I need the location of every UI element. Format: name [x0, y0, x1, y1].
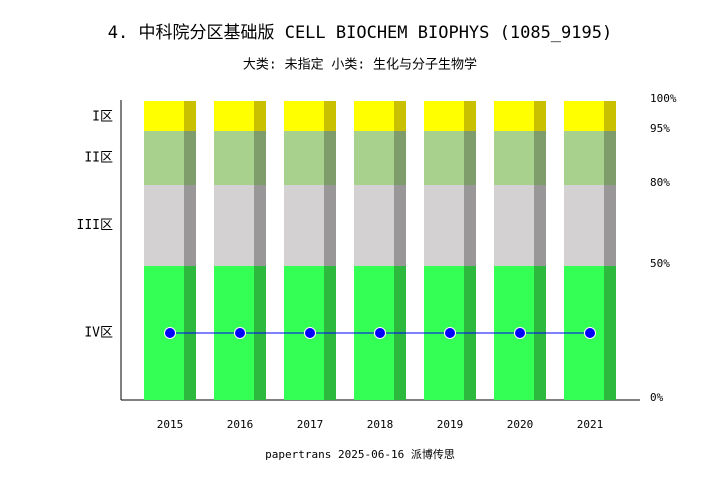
bar-segment-shade [464, 101, 476, 131]
bar-segment-shade [184, 101, 196, 131]
trend-point [304, 327, 316, 339]
trend-point [234, 327, 246, 339]
bar-segment-shade [254, 185, 266, 266]
bar-segment-shade [464, 185, 476, 266]
bar-segment-shade [534, 101, 546, 131]
bar-segment-shade [184, 131, 196, 185]
bar-segment-shade [394, 131, 406, 185]
y-tick-label: 50% [650, 257, 670, 270]
bar-segment-shade [604, 185, 616, 266]
trend-point [584, 327, 596, 339]
x-tick-label: 2019 [437, 418, 464, 431]
chart-title: 4. 中科院分区基础版 CELL BIOCHEM BIOPHYS (1085_9… [108, 23, 612, 43]
bar-segment-shade [464, 131, 476, 185]
trend-point [164, 327, 176, 339]
bar-segment-shade [184, 185, 196, 266]
x-tick-label: 2017 [297, 418, 324, 431]
x-tick-label: 2018 [367, 418, 394, 431]
bar-segment-shade [604, 131, 616, 185]
bar-segment-shade [324, 185, 336, 266]
zone-label: III区 [77, 218, 113, 233]
y-tick-label: 0% [650, 391, 664, 404]
bar-segment-shade [254, 131, 266, 185]
bar-segment-shade [534, 131, 546, 185]
bar-segment-shade [394, 101, 406, 131]
bar-segment-shade [534, 185, 546, 266]
trend-point [374, 327, 386, 339]
trend-point [444, 327, 456, 339]
x-tick-label: 2016 [227, 418, 254, 431]
bar-segment-shade [394, 185, 406, 266]
trend-point [514, 327, 526, 339]
x-tick-label: 2020 [507, 418, 534, 431]
y-tick-label: 80% [650, 176, 670, 189]
zone-label: II区 [84, 151, 113, 166]
y-tick-label: 100% [650, 92, 677, 105]
x-tick-label: 2021 [577, 418, 604, 431]
zone-label: I区 [92, 110, 113, 125]
footer: papertrans 2025-06-16 派博传思 [265, 448, 455, 461]
x-tick-label: 2015 [157, 418, 184, 431]
chart-subtitle: 大类: 未指定 小类: 生化与分子生物学 [243, 57, 477, 73]
bar-segment-shade [604, 101, 616, 131]
zone-label: IV区 [84, 326, 113, 341]
bar-segment-shade [604, 266, 616, 400]
bar-segment-shade [324, 131, 336, 185]
bar-segment-shade [324, 101, 336, 131]
y-tick-label: 95% [650, 122, 670, 135]
bar-segment-shade [254, 101, 266, 131]
